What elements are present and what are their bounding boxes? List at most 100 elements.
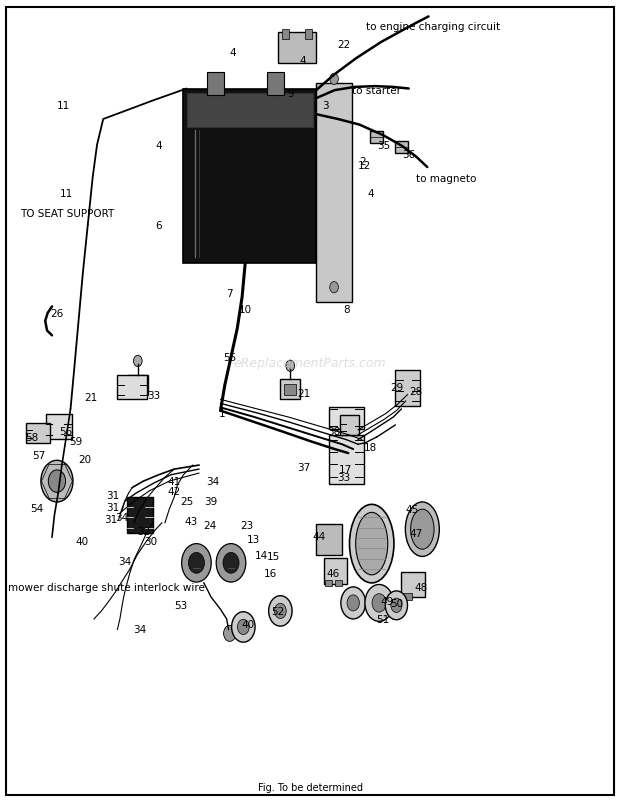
Text: 34: 34 xyxy=(206,476,219,487)
Text: 11: 11 xyxy=(60,189,73,198)
Text: 4: 4 xyxy=(299,56,306,67)
Bar xyxy=(395,370,420,406)
Bar xyxy=(117,376,147,400)
Text: 36: 36 xyxy=(402,150,415,160)
Text: 38: 38 xyxy=(327,427,340,437)
Text: 31: 31 xyxy=(105,514,118,524)
Text: 8: 8 xyxy=(343,304,350,315)
Bar xyxy=(324,558,347,584)
Text: 14: 14 xyxy=(255,550,268,560)
Bar xyxy=(280,380,300,400)
Text: 33: 33 xyxy=(337,472,350,483)
Circle shape xyxy=(341,587,366,619)
Text: 15: 15 xyxy=(267,551,280,561)
Text: 23: 23 xyxy=(241,520,254,531)
Text: 24: 24 xyxy=(203,520,216,531)
Text: 48: 48 xyxy=(415,582,428,592)
Text: 34: 34 xyxy=(134,625,147,634)
Text: 43: 43 xyxy=(185,516,198,527)
Circle shape xyxy=(268,596,292,626)
Text: 47: 47 xyxy=(410,528,423,539)
Circle shape xyxy=(365,585,393,622)
Text: 16: 16 xyxy=(264,569,277,578)
Bar xyxy=(278,34,316,63)
Text: 31: 31 xyxy=(106,490,119,500)
Circle shape xyxy=(41,461,73,503)
Text: to starter: to starter xyxy=(352,86,401,96)
Circle shape xyxy=(223,552,239,573)
Text: 12: 12 xyxy=(358,161,371,170)
Text: 39: 39 xyxy=(204,496,217,507)
Text: mower discharge shute interlock wire: mower discharge shute interlock wire xyxy=(7,582,205,592)
Bar xyxy=(316,524,342,555)
Text: 4: 4 xyxy=(367,189,374,198)
Text: 42: 42 xyxy=(167,486,180,496)
Bar xyxy=(187,94,313,128)
Text: 22: 22 xyxy=(337,40,350,51)
Text: 7: 7 xyxy=(226,288,233,299)
Bar xyxy=(395,141,407,153)
Bar xyxy=(184,89,316,264)
Text: 40: 40 xyxy=(75,536,88,547)
Text: 29: 29 xyxy=(390,382,403,392)
Text: 46: 46 xyxy=(327,569,340,578)
Ellipse shape xyxy=(405,503,440,556)
Text: 57: 57 xyxy=(32,451,45,461)
Bar xyxy=(401,572,425,597)
Circle shape xyxy=(385,591,407,620)
Circle shape xyxy=(237,620,249,634)
Circle shape xyxy=(182,544,211,582)
Bar xyxy=(267,73,284,96)
Text: 32: 32 xyxy=(137,526,150,536)
Bar xyxy=(305,31,312,40)
Text: 37: 37 xyxy=(297,462,311,472)
Text: TO SEAT SUPPORT: TO SEAT SUPPORT xyxy=(20,209,114,218)
Circle shape xyxy=(232,612,255,642)
Text: 55: 55 xyxy=(223,353,236,362)
Text: 4: 4 xyxy=(229,48,236,59)
Text: 21: 21 xyxy=(297,389,311,398)
Text: 40: 40 xyxy=(242,619,255,629)
Bar xyxy=(284,385,296,395)
Text: 1: 1 xyxy=(219,409,226,418)
Bar xyxy=(316,84,352,302)
Text: 30: 30 xyxy=(144,536,157,547)
Bar xyxy=(46,414,72,440)
Text: 51: 51 xyxy=(376,614,389,624)
Text: 33: 33 xyxy=(147,390,161,400)
Circle shape xyxy=(391,598,402,613)
Bar xyxy=(325,580,332,586)
Circle shape xyxy=(372,594,386,613)
Text: 10: 10 xyxy=(239,304,252,315)
Bar xyxy=(329,435,365,485)
Circle shape xyxy=(330,283,339,293)
Text: 56: 56 xyxy=(60,427,73,437)
Text: 2: 2 xyxy=(359,157,366,166)
Bar xyxy=(402,593,412,600)
Text: 35: 35 xyxy=(378,141,391,150)
Text: 28: 28 xyxy=(410,387,423,397)
Text: 31: 31 xyxy=(106,502,119,512)
Circle shape xyxy=(330,74,339,85)
Circle shape xyxy=(216,544,246,582)
Text: 26: 26 xyxy=(50,308,64,319)
Circle shape xyxy=(286,361,294,372)
Text: 11: 11 xyxy=(56,100,69,110)
Text: 21: 21 xyxy=(84,393,97,402)
Text: 20: 20 xyxy=(78,455,91,465)
Text: 44: 44 xyxy=(312,531,326,541)
Text: 34: 34 xyxy=(118,556,131,567)
Circle shape xyxy=(347,595,360,611)
Text: 45: 45 xyxy=(405,504,419,515)
Text: 50: 50 xyxy=(390,598,403,608)
Circle shape xyxy=(48,471,66,493)
Bar xyxy=(126,498,153,533)
Bar xyxy=(340,416,360,435)
Circle shape xyxy=(224,626,236,642)
Ellipse shape xyxy=(410,510,434,549)
Text: 17: 17 xyxy=(339,464,352,475)
Text: to magneto: to magneto xyxy=(416,174,477,184)
Bar xyxy=(371,132,383,144)
Bar xyxy=(281,31,289,40)
Bar xyxy=(329,407,365,430)
